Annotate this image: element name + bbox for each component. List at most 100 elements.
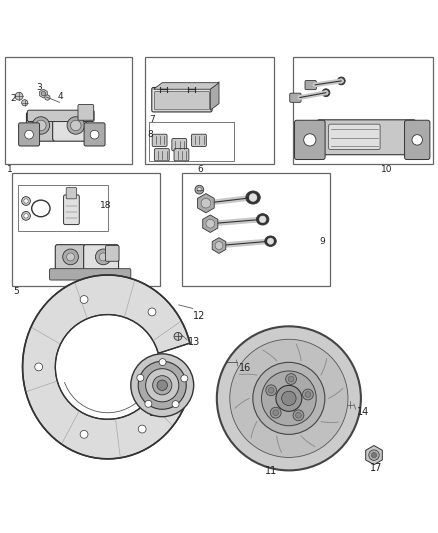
- Circle shape: [138, 425, 146, 433]
- Text: 3: 3: [36, 83, 42, 92]
- Text: 6: 6: [197, 165, 203, 174]
- Circle shape: [286, 374, 297, 384]
- Circle shape: [21, 100, 28, 106]
- FancyBboxPatch shape: [174, 149, 189, 161]
- Circle shape: [337, 77, 345, 85]
- Text: 11: 11: [265, 466, 277, 476]
- Circle shape: [174, 333, 182, 340]
- FancyBboxPatch shape: [154, 92, 209, 110]
- Ellipse shape: [256, 214, 269, 225]
- Circle shape: [95, 249, 111, 265]
- FancyBboxPatch shape: [27, 110, 94, 122]
- Circle shape: [230, 340, 348, 457]
- Circle shape: [296, 413, 301, 418]
- Circle shape: [152, 376, 172, 395]
- Circle shape: [324, 91, 328, 95]
- Circle shape: [99, 253, 107, 261]
- FancyBboxPatch shape: [18, 123, 39, 146]
- Circle shape: [90, 130, 99, 139]
- Circle shape: [63, 249, 78, 265]
- Circle shape: [276, 385, 302, 411]
- Circle shape: [138, 361, 186, 409]
- Circle shape: [145, 400, 152, 407]
- Text: 4: 4: [57, 92, 63, 101]
- Circle shape: [67, 117, 85, 134]
- Circle shape: [24, 214, 28, 218]
- Text: 2: 2: [11, 94, 16, 103]
- Text: 5: 5: [13, 287, 19, 296]
- Circle shape: [35, 363, 42, 371]
- Bar: [5, 57, 132, 164]
- Text: 8: 8: [147, 130, 153, 139]
- Text: 10: 10: [381, 165, 392, 174]
- Circle shape: [266, 385, 276, 395]
- FancyBboxPatch shape: [152, 87, 212, 112]
- Circle shape: [206, 220, 215, 228]
- Bar: [149, 122, 234, 161]
- Polygon shape: [210, 82, 219, 110]
- Circle shape: [35, 120, 46, 131]
- Circle shape: [21, 197, 30, 205]
- Circle shape: [253, 362, 325, 434]
- FancyBboxPatch shape: [305, 80, 316, 90]
- Circle shape: [270, 407, 281, 418]
- Circle shape: [215, 241, 223, 249]
- Circle shape: [288, 376, 294, 382]
- Circle shape: [131, 354, 194, 417]
- Text: 13: 13: [188, 337, 201, 347]
- Bar: [18, 185, 108, 231]
- Text: 17: 17: [370, 463, 382, 473]
- Text: 1: 1: [7, 165, 13, 174]
- Circle shape: [371, 453, 377, 458]
- FancyBboxPatch shape: [26, 112, 56, 141]
- Circle shape: [322, 89, 330, 96]
- Circle shape: [230, 360, 234, 364]
- FancyBboxPatch shape: [317, 120, 416, 155]
- Circle shape: [146, 369, 179, 402]
- FancyBboxPatch shape: [53, 112, 86, 141]
- Circle shape: [305, 392, 311, 398]
- FancyBboxPatch shape: [152, 134, 167, 147]
- Circle shape: [41, 92, 46, 96]
- Circle shape: [412, 135, 423, 145]
- Circle shape: [268, 387, 274, 393]
- Circle shape: [346, 401, 353, 408]
- FancyBboxPatch shape: [106, 246, 119, 261]
- Bar: [293, 57, 433, 164]
- Text: 7: 7: [149, 115, 155, 124]
- Circle shape: [80, 431, 88, 438]
- FancyBboxPatch shape: [78, 104, 94, 120]
- Circle shape: [45, 95, 50, 100]
- Circle shape: [137, 374, 144, 381]
- FancyBboxPatch shape: [290, 93, 301, 102]
- Bar: [12, 173, 160, 286]
- Circle shape: [80, 296, 88, 303]
- FancyBboxPatch shape: [172, 139, 187, 151]
- Circle shape: [369, 450, 379, 461]
- FancyBboxPatch shape: [84, 123, 105, 146]
- Circle shape: [157, 380, 167, 391]
- Text: 18: 18: [100, 201, 112, 210]
- Circle shape: [15, 92, 23, 100]
- Bar: [182, 173, 330, 286]
- FancyBboxPatch shape: [191, 134, 206, 147]
- FancyBboxPatch shape: [55, 245, 86, 273]
- FancyBboxPatch shape: [154, 149, 169, 161]
- Circle shape: [267, 238, 274, 244]
- FancyBboxPatch shape: [66, 188, 77, 199]
- Circle shape: [304, 134, 316, 146]
- Circle shape: [339, 79, 343, 83]
- FancyBboxPatch shape: [405, 120, 430, 159]
- Circle shape: [293, 410, 304, 421]
- Ellipse shape: [246, 191, 260, 204]
- Ellipse shape: [265, 236, 276, 246]
- Circle shape: [32, 117, 49, 134]
- Text: 12: 12: [193, 311, 205, 321]
- Circle shape: [259, 216, 266, 223]
- Circle shape: [261, 371, 316, 426]
- Bar: [145, 57, 274, 164]
- Circle shape: [195, 185, 204, 194]
- Circle shape: [197, 188, 201, 192]
- FancyBboxPatch shape: [328, 124, 380, 149]
- Circle shape: [159, 359, 166, 366]
